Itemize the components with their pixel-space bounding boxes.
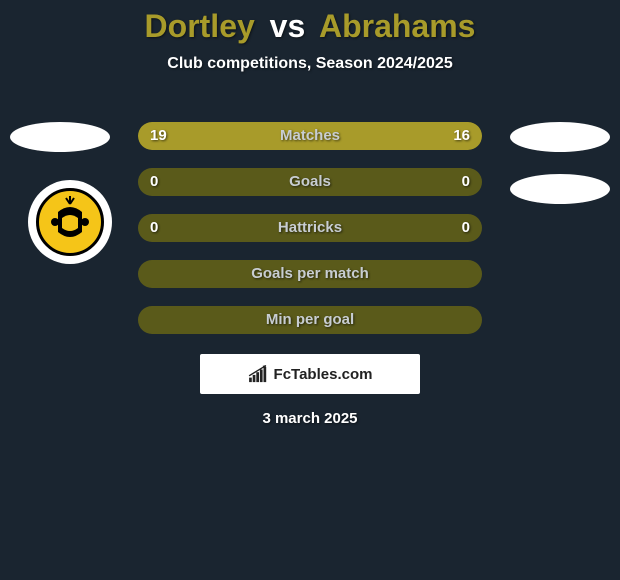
subtitle: Club competitions, Season 2024/2025 <box>0 55 620 73</box>
stat-label: Min per goal <box>138 306 482 334</box>
stats-container: 19 Matches 16 0 Goals 0 0 Hattricks 0 Go… <box>138 122 482 352</box>
stat-row-min-per-goal: Min per goal <box>138 306 482 334</box>
stat-value-right: 0 <box>462 168 470 196</box>
player1-name: Dortley <box>145 8 255 44</box>
player1-club-logo <box>28 180 112 264</box>
player1-avatar <box>10 122 110 152</box>
player2-name: Abrahams <box>319 8 476 44</box>
comparison-title: Dortley vs Abrahams <box>0 0 620 45</box>
stat-value-right: 0 <box>462 214 470 242</box>
kaizer-chiefs-logo <box>36 188 104 256</box>
stat-row-goals-per-match: Goals per match <box>138 260 482 288</box>
stat-label: Matches <box>138 122 482 150</box>
stat-label: Hattricks <box>138 214 482 242</box>
vs-text: vs <box>270 8 306 44</box>
stat-label: Goals <box>138 168 482 196</box>
stat-row-hattricks: 0 Hattricks 0 <box>138 214 482 242</box>
player2-club-avatar <box>510 174 610 204</box>
stat-row-goals: 0 Goals 0 <box>138 168 482 196</box>
branding-text: FcTables.com <box>274 366 373 383</box>
date-text: 3 march 2025 <box>0 410 620 427</box>
stat-row-matches: 19 Matches 16 <box>138 122 482 150</box>
chart-icon <box>248 365 270 383</box>
branding-badge: FcTables.com <box>200 354 420 394</box>
stat-label: Goals per match <box>138 260 482 288</box>
stat-value-right: 16 <box>453 122 470 150</box>
player2-avatar <box>510 122 610 152</box>
